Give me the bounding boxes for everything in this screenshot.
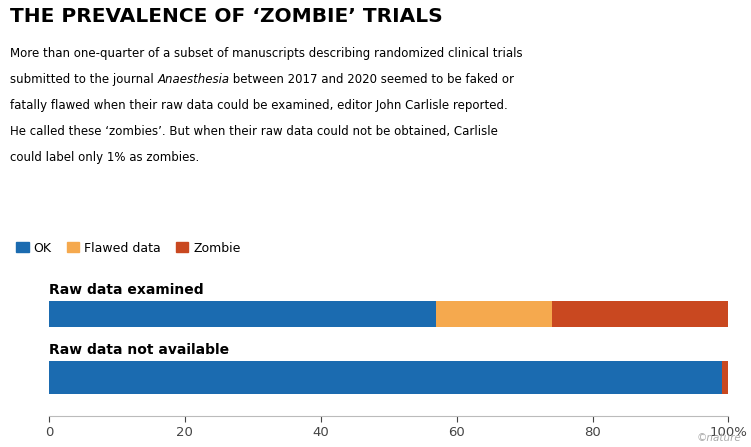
Text: submitted to the journal: submitted to the journal [10,73,157,86]
Text: More than one-quarter of a subset of manuscripts describing randomized clinical : More than one-quarter of a subset of man… [10,47,523,60]
Bar [49,361,722,394]
Text: fatally flawed when their raw data could be examined, editor John Carlisle repor: fatally flawed when their raw data could… [10,99,508,112]
Bar [552,301,728,327]
Text: could label only 1% as zombies.: could label only 1% as zombies. [10,151,199,164]
Legend: OK, Flawed data, Zombie: OK, Flawed data, Zombie [16,241,240,255]
Bar [722,361,728,394]
Text: THE PREVALENCE OF ‘ZOMBIE’ TRIALS: THE PREVALENCE OF ‘ZOMBIE’ TRIALS [10,7,442,26]
Text: between 2017 and 2020 seemed to be faked or: between 2017 and 2020 seemed to be faked… [229,73,514,86]
Text: Raw data examined: Raw data examined [49,283,204,297]
Text: He called these ‘zombies’. But when their raw data could not be obtained, Carlis: He called these ‘zombies’. But when thei… [10,125,498,138]
Text: ©nature: ©nature [696,434,741,443]
Bar [49,301,436,327]
Text: Raw data not available: Raw data not available [49,343,229,357]
Bar [436,301,552,327]
Text: Anaesthesia: Anaesthesia [157,73,229,86]
